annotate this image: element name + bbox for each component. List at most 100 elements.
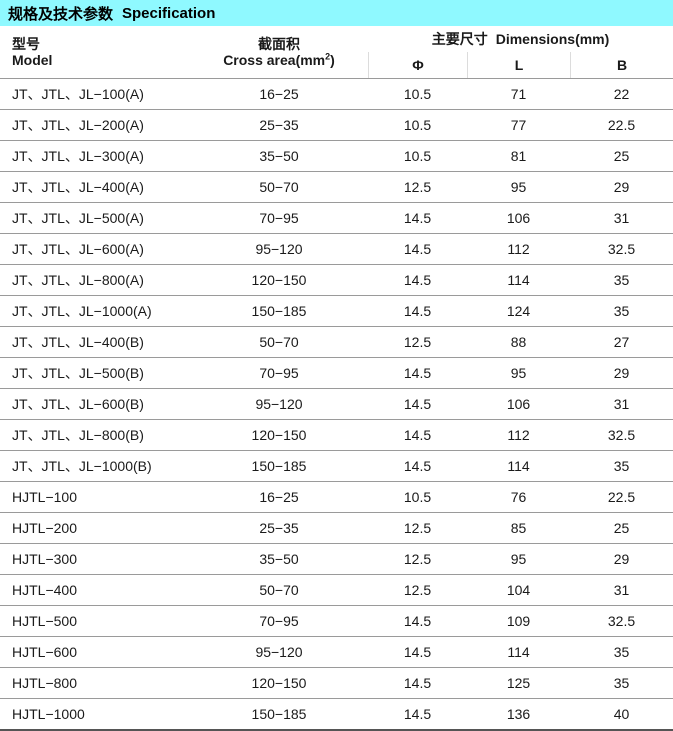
column-header-l-label: L bbox=[467, 52, 570, 78]
table-cell-area: 95−120 bbox=[190, 636, 368, 668]
table-cell-phi: 12.5 bbox=[368, 574, 467, 606]
table-cell-area: 35−50 bbox=[190, 140, 368, 172]
table-cell-model: JT、JTL、JL−100(A) bbox=[0, 78, 190, 110]
table-cell-l: 112 bbox=[467, 419, 570, 451]
table-cell-phi: 10.5 bbox=[368, 109, 467, 141]
table-cell-b: 22.5 bbox=[570, 109, 673, 141]
area-unit-superscript: 2 bbox=[325, 51, 331, 62]
table-cell-l: 114 bbox=[467, 636, 570, 668]
table-cell-model: JT、JTL、JL−400(B) bbox=[0, 326, 190, 358]
table-cell-phi: 14.5 bbox=[368, 636, 467, 668]
table-cell-model: JT、JTL、JL−1000(B) bbox=[0, 450, 190, 482]
table-cell-b: 29 bbox=[570, 357, 673, 389]
specification-title-band: 规格及技术参数 Specification bbox=[0, 0, 673, 26]
table-cell-b: 35 bbox=[570, 295, 673, 327]
table-cell-b: 35 bbox=[570, 264, 673, 296]
table-cell-b: 40 bbox=[570, 698, 673, 731]
table-cell-phi: 14.5 bbox=[368, 233, 467, 265]
table-cell-model: JT、JTL、JL−400(A) bbox=[0, 171, 190, 203]
table-row: HJTL−400 50−70 12.5 104 31 bbox=[0, 574, 673, 606]
column-header-phi-label: Φ bbox=[368, 52, 467, 78]
table-cell-l: 76 bbox=[467, 481, 570, 513]
column-header-dimensions-group: 主要尺寸 Dimensions(mm) bbox=[368, 26, 673, 52]
table-cell-model: JT、JTL、JL−200(A) bbox=[0, 109, 190, 141]
table-row: JT、JTL、JL−100(A) 16−25 10.5 71 22 bbox=[0, 78, 673, 110]
table-cell-l: 109 bbox=[467, 605, 570, 637]
table-cell-model: HJTL−400 bbox=[0, 574, 190, 606]
table-cell-area: 120−150 bbox=[190, 419, 368, 451]
table-row: HJTL−1000 150−185 14.5 136 40 bbox=[0, 698, 673, 731]
table-cell-phi: 14.5 bbox=[368, 264, 467, 296]
table-cell-model: JT、JTL、JL−300(A) bbox=[0, 140, 190, 172]
table-body: JT、JTL、JL−100(A) 16−25 10.5 71 22 JT、JTL、JL−2… bbox=[0, 78, 673, 731]
table-cell-phi: 14.5 bbox=[368, 295, 467, 327]
table-cell-area: 35−50 bbox=[190, 543, 368, 575]
table-cell-area: 120−150 bbox=[190, 667, 368, 699]
table-row: JT、JTL、JL−1000(B) 150−185 14.5 114 35 bbox=[0, 450, 673, 482]
area-unit-tail: ) bbox=[330, 52, 335, 68]
table-cell-area: 16−25 bbox=[190, 78, 368, 110]
table-cell-l: 112 bbox=[467, 233, 570, 265]
table-cell-b: 35 bbox=[570, 636, 673, 668]
table-row: JT、JTL、JL−400(B) 50−70 12.5 88 27 bbox=[0, 326, 673, 358]
table-cell-area: 25−35 bbox=[190, 109, 368, 141]
table-cell-phi: 10.5 bbox=[368, 140, 467, 172]
table-cell-b: 25 bbox=[570, 140, 673, 172]
table-cell-phi: 14.5 bbox=[368, 605, 467, 637]
table-cell-l: 125 bbox=[467, 667, 570, 699]
table-cell-area: 50−70 bbox=[190, 326, 368, 358]
table-row: JT、JTL、JL−800(B) 120−150 14.5 112 32.5 bbox=[0, 419, 673, 451]
title-chinese: 规格及技术参数 bbox=[8, 5, 114, 23]
table-row: JT、JTL、JL−500(A) 70−95 14.5 106 31 bbox=[0, 202, 673, 234]
column-header-phi: Φ bbox=[368, 52, 467, 79]
table-row: HJTL−500 70−95 14.5 109 32.5 bbox=[0, 605, 673, 637]
table-cell-l: 136 bbox=[467, 698, 570, 731]
table-cell-b: 31 bbox=[570, 388, 673, 420]
table-cell-phi: 12.5 bbox=[368, 171, 467, 203]
table-cell-l: 114 bbox=[467, 264, 570, 296]
table-row: HJTL−600 95−120 14.5 114 35 bbox=[0, 636, 673, 668]
table-cell-b: 35 bbox=[570, 667, 673, 699]
header-row-primary: 型号 Model 截面积 Cross area(mm2) 主要尺寸 Dimens… bbox=[0, 26, 673, 68]
table-cell-model: HJTL−100 bbox=[0, 481, 190, 513]
column-header-b-label: B bbox=[570, 52, 673, 78]
column-header-model-en: Model bbox=[12, 52, 53, 68]
table-cell-model: JT、JTL、JL−800(B) bbox=[0, 419, 190, 451]
table-cell-phi: 12.5 bbox=[368, 512, 467, 544]
table-row: JT、JTL、JL−600(A) 95−120 14.5 112 32.5 bbox=[0, 233, 673, 265]
table-cell-l: 124 bbox=[467, 295, 570, 327]
table-cell-area: 120−150 bbox=[190, 264, 368, 296]
specification-table: 型号 Model 截面积 Cross area(mm2) 主要尺寸 Dimens… bbox=[0, 26, 673, 731]
table-cell-area: 150−185 bbox=[190, 450, 368, 482]
dimensions-header-en: Dimensions(mm) bbox=[495, 31, 610, 47]
table-cell-area: 25−35 bbox=[190, 512, 368, 544]
table-cell-l: 106 bbox=[467, 388, 570, 420]
table-cell-b: 22 bbox=[570, 78, 673, 110]
table-row: HJTL−300 35−50 12.5 95 29 bbox=[0, 543, 673, 575]
table-cell-l: 77 bbox=[467, 109, 570, 141]
table-cell-b: 32.5 bbox=[570, 419, 673, 451]
table-cell-phi: 14.5 bbox=[368, 357, 467, 389]
table-row: JT、JTL、JL−500(B) 70−95 14.5 95 29 bbox=[0, 357, 673, 389]
table-cell-area: 95−120 bbox=[190, 233, 368, 265]
header-row-secondary: Φ L B bbox=[0, 52, 673, 79]
title-english: Specification bbox=[122, 4, 216, 22]
table-row: JT、JTL、JL−400(A) 50−70 12.5 95 29 bbox=[0, 171, 673, 203]
table-row: JT、JTL、JL−600(B) 95−120 14.5 106 31 bbox=[0, 388, 673, 420]
table-cell-model: HJTL−300 bbox=[0, 543, 190, 575]
table-cell-b: 27 bbox=[570, 326, 673, 358]
column-header-model: 型号 Model bbox=[0, 26, 190, 79]
table-cell-model: HJTL−600 bbox=[0, 636, 190, 668]
column-header-area-cn: 截面积 bbox=[258, 35, 300, 52]
table-cell-b: 31 bbox=[570, 574, 673, 606]
column-header-model-cn: 型号 bbox=[12, 35, 40, 52]
table-cell-l: 104 bbox=[467, 574, 570, 606]
table-cell-phi: 14.5 bbox=[368, 698, 467, 731]
table-cell-b: 25 bbox=[570, 512, 673, 544]
column-header-b: B bbox=[570, 52, 673, 79]
table-cell-area: 150−185 bbox=[190, 698, 368, 731]
table-cell-l: 106 bbox=[467, 202, 570, 234]
table-cell-phi: 10.5 bbox=[368, 78, 467, 110]
area-unit-text: Cross area(mm bbox=[223, 52, 326, 68]
